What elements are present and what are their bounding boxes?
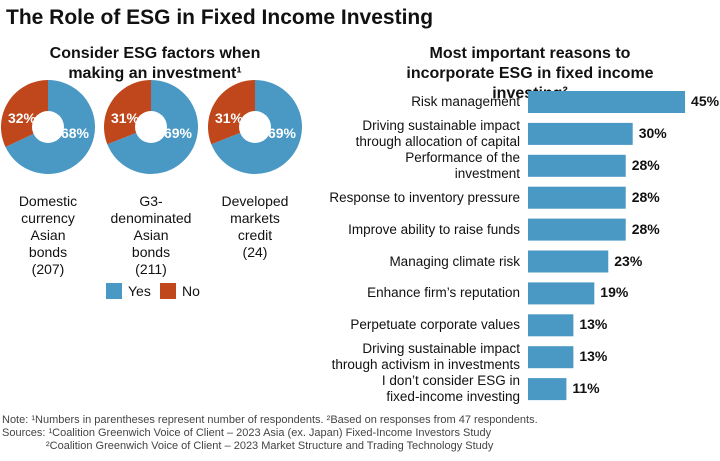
donut-hole: [32, 111, 64, 143]
sources-text-2: ²Coalition Greenwich Voice of Client – 2…: [46, 440, 494, 452]
donut-title: Consider ESG factors when making an inve…: [49, 45, 261, 82]
bar: [528, 154, 626, 177]
bar-category-label: Improve ability to raise funds: [348, 221, 520, 237]
pie-category-label: Domestic currency Asian bonds (207): [18, 193, 78, 277]
bar-category-label: Enhance firm’s reputation: [367, 285, 520, 301]
bar-category-label: Driving sustainable impact through alloca…: [355, 117, 520, 149]
bar: [528, 314, 574, 337]
bar-category-label: Driving sustainable impact through activi…: [331, 341, 520, 373]
bar-value-label: 23%: [614, 252, 643, 269]
bar-value-label: 28%: [631, 156, 660, 173]
bar-value-label: 45%: [691, 93, 720, 109]
sources-text: Sources: ¹Coalition Greenwich Voice of C…: [2, 427, 492, 439]
pie-label-no: 31%: [215, 110, 244, 126]
bar-value-label: 28%: [631, 188, 660, 205]
legend-yes: Yes: [106, 283, 151, 299]
bar: [528, 218, 626, 241]
bar: [528, 186, 626, 209]
bar-category-label: Risk management: [411, 94, 520, 109]
bar: [528, 91, 686, 113]
pie-label-no: 31%: [111, 110, 140, 126]
note-text: Note: ¹Numbers in parentheses represent …: [2, 414, 538, 426]
bar: [528, 378, 567, 401]
bar: [528, 122, 633, 145]
bar-category-label: Performance of the investment: [405, 149, 520, 181]
legend-swatch-no: [160, 283, 176, 299]
footnotes: Note: ¹Numbers in parentheses represent …: [2, 414, 538, 453]
pie-label-yes: 69%: [164, 125, 193, 141]
bar-value-label: 28%: [631, 220, 660, 237]
donut-hole: [135, 111, 167, 143]
legend-swatch-yes: [106, 283, 122, 299]
bar-category-label: Managing climate risk: [389, 253, 520, 269]
bar-value-label: 19%: [600, 284, 629, 301]
donut-hole: [239, 111, 271, 143]
pie-label-yes: 68%: [61, 125, 90, 141]
page-title: The Role of ESG in Fixed Income Investin…: [6, 6, 434, 29]
bar-value-label: 13%: [579, 348, 608, 365]
bar-category-label: Perpetuate corporate values: [350, 317, 520, 333]
legend-label: Yes: [128, 283, 151, 299]
pie-label-yes: 69%: [268, 125, 297, 141]
legend-label: No: [182, 283, 200, 299]
pie-label-no: 32%: [8, 110, 37, 126]
pie-category-label: Developed markets credit (24): [221, 193, 289, 260]
bar: [528, 250, 609, 273]
bar-category-label: I don’t consider ESG in fixed-income inve…: [381, 373, 520, 405]
bar-value-label: 11%: [572, 380, 600, 397]
legend-no: No: [160, 283, 200, 299]
bar: [528, 282, 595, 305]
bar-value-label: 30%: [638, 124, 667, 141]
bar-category-label: Response to inventory pressure: [329, 189, 520, 205]
pie-category-label: G3- denominated Asian bonds (211): [110, 193, 192, 277]
bar-value-label: 13%: [579, 316, 608, 333]
bar: [528, 346, 574, 369]
